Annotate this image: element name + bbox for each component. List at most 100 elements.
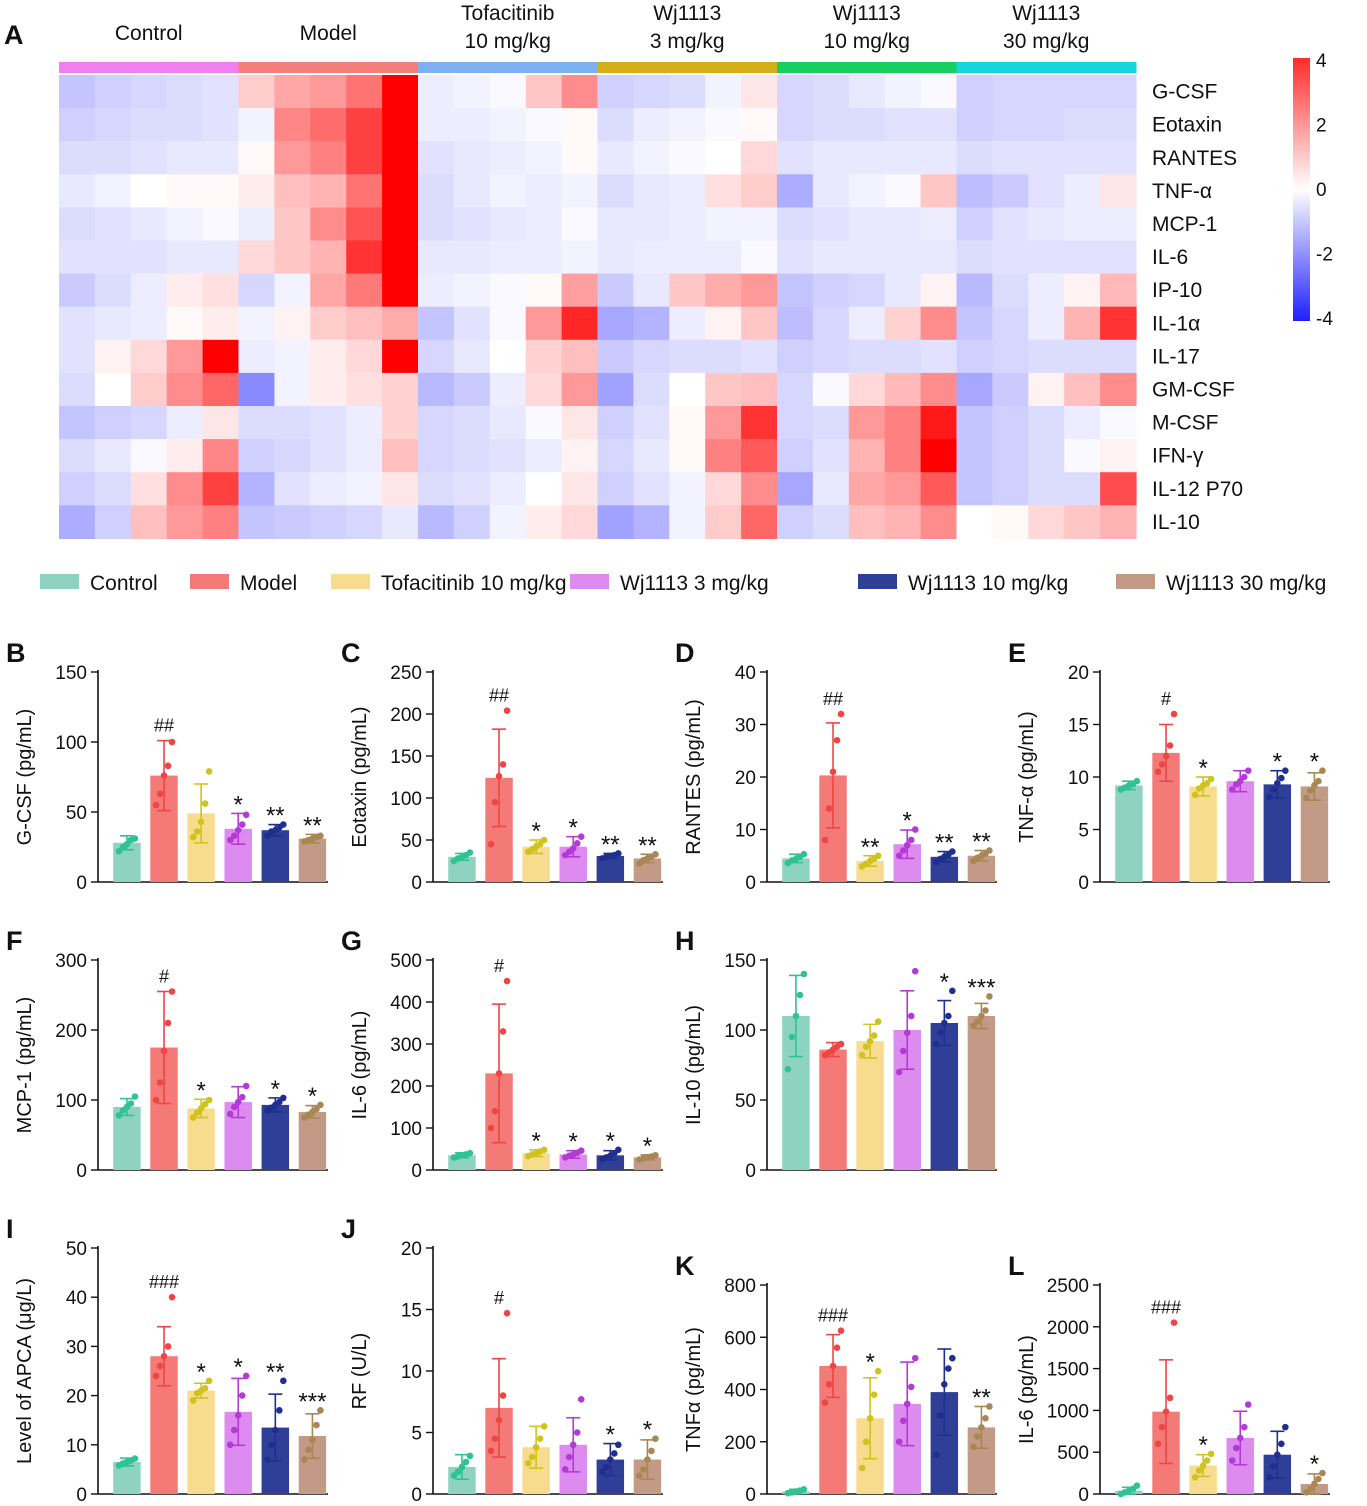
heatmap-cell (956, 240, 993, 275)
data-point (603, 1463, 610, 1471)
heatmap-cell (705, 207, 742, 242)
heatmap-cell (453, 472, 491, 506)
heatmap-cell (166, 372, 204, 407)
group-color-bar (956, 62, 1137, 73)
heatmap-cell (130, 75, 168, 109)
heatmap-cell (669, 141, 706, 175)
heatmap-cell (418, 505, 455, 539)
heatmap-cell (382, 472, 419, 506)
heatmap-cell (848, 141, 886, 175)
significance-mark: # (494, 956, 504, 976)
significance-mark: * (569, 815, 578, 842)
heatmap-cell (489, 306, 527, 341)
row-label: RANTES (1152, 147, 1237, 170)
y-tick-label: 5 (1078, 821, 1089, 842)
data-point (242, 1372, 250, 1380)
heatmap-cell (382, 240, 419, 275)
y-axis-label: TNFα (pg/mL) (683, 1327, 705, 1452)
data-point (800, 970, 808, 978)
heatmap-cell (848, 75, 886, 109)
heatmap-cell (777, 472, 814, 506)
data-point (573, 1429, 581, 1436)
heatmap-cell (525, 240, 563, 275)
heatmap-cell (597, 439, 634, 473)
heatmap-cell (166, 472, 204, 506)
heatmap-cell (561, 240, 599, 275)
y-tick-label: 800 (724, 1276, 756, 1297)
data-point (1278, 1440, 1285, 1448)
data-point (540, 1146, 548, 1154)
heatmap-cell (274, 406, 311, 440)
data-point (903, 841, 911, 849)
heatmap-cell (382, 306, 419, 341)
heatmap-cell (633, 439, 670, 473)
y-axis-label: Eotaxin (pg/mL) (349, 706, 371, 847)
legend-swatch (190, 574, 229, 589)
heatmap-cell (1100, 306, 1137, 341)
y-tick-label: 0 (745, 1161, 756, 1182)
heatmap-cell (848, 472, 886, 506)
data-point (949, 1354, 956, 1362)
heatmap-cell (777, 306, 814, 341)
heatmap-cell (633, 306, 670, 341)
heatmap-cell (992, 108, 1029, 142)
heatmap-cell (166, 75, 204, 109)
data-point (230, 1426, 238, 1434)
data-point (1236, 1434, 1244, 1442)
heatmap-cell (920, 339, 958, 374)
heatmap-cell (525, 75, 563, 109)
heatmap-cell (310, 174, 347, 208)
heatmap-cell (130, 174, 168, 208)
bar (1226, 781, 1254, 882)
data-point (829, 768, 837, 776)
heatmap-cell (274, 472, 311, 506)
y-axis-label: Level of APCA (μg/L) (14, 1278, 36, 1464)
panel-letter: G (341, 926, 362, 956)
heatmap-cell (633, 75, 670, 109)
y-tick-label: 2500 (1047, 1276, 1089, 1297)
data-point (205, 1096, 213, 1104)
data-point (503, 977, 511, 985)
heatmap-cell (274, 174, 311, 208)
heatmap-cell (59, 505, 96, 539)
heatmap-cell (274, 240, 311, 275)
row-label: M-CSF (1152, 412, 1219, 435)
significance-mark: * (606, 1128, 615, 1155)
data-point (982, 1007, 989, 1014)
heatmap-cell (202, 339, 240, 374)
heatmap-cell (94, 174, 132, 208)
legend-swatch (858, 574, 897, 589)
heatmap-cell (1028, 439, 1065, 473)
significance-mark: *** (298, 1388, 326, 1415)
data-point (577, 1147, 585, 1154)
data-point (234, 1411, 242, 1419)
data-point (949, 848, 956, 855)
heatmap-cell (59, 306, 96, 341)
heatmap-cell (920, 141, 958, 175)
heatmap-cell (166, 207, 204, 242)
heatmap-cell (741, 141, 778, 175)
heatmap-cell (920, 108, 958, 142)
bar (187, 1390, 215, 1494)
y-tick-label: 1500 (1047, 1360, 1089, 1381)
heatmap-cell (705, 141, 742, 175)
heatmap-cell (274, 108, 311, 142)
heatmap-cell (274, 75, 311, 109)
heatmap-cell (489, 372, 527, 407)
data-point (1319, 767, 1326, 774)
heatmap-cell (705, 108, 742, 142)
heatmap-cell (489, 505, 527, 539)
data-point (1162, 752, 1170, 760)
data-point (264, 1456, 271, 1463)
data-point (644, 1456, 651, 1463)
data-point (197, 1105, 205, 1112)
heatmap-cell (382, 108, 419, 142)
heatmap-cell (489, 439, 527, 473)
heatmap-cell (418, 141, 455, 175)
heatmap-cell (741, 240, 778, 275)
y-tick-label: 600 (724, 1328, 756, 1349)
significance-mark: # (1161, 689, 1171, 709)
heatmap-cell (418, 273, 455, 308)
significance-mark: * (606, 1422, 615, 1449)
